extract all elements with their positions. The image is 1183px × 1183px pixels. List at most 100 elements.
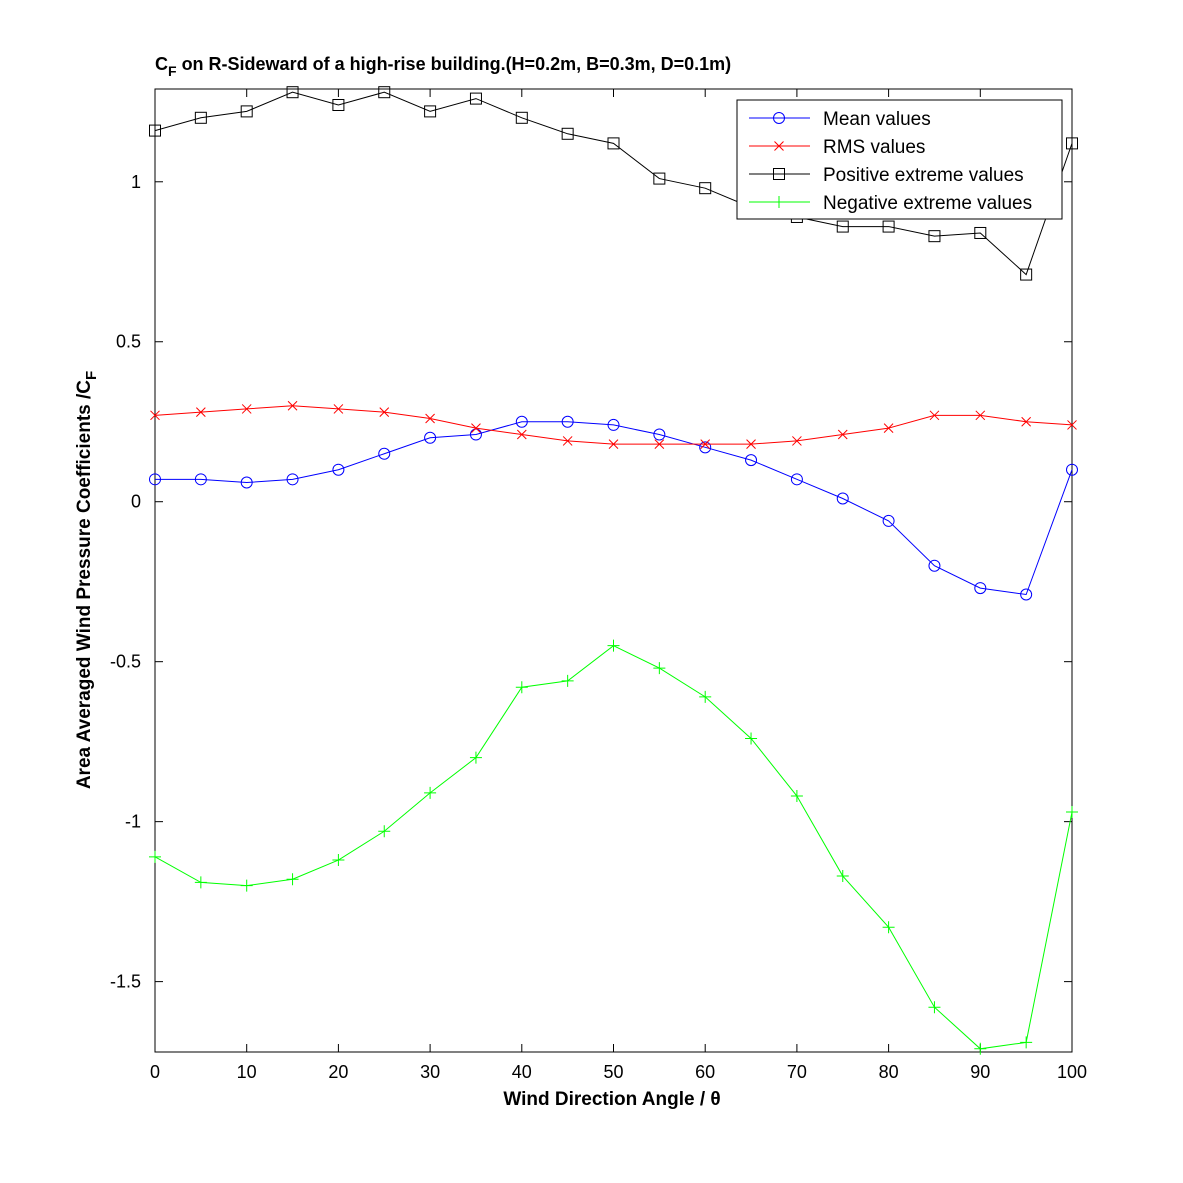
data-point [332,98,345,111]
data-point [1067,420,1077,430]
legend-marker [773,112,785,124]
legend-box [736,99,1063,220]
data-point [699,441,712,454]
data-point [974,1042,987,1055]
data-point [241,404,252,414]
legend-label: Positive extreme values [823,165,1024,186]
data-point [149,473,161,486]
data-point [194,111,207,124]
legend-item: Negative extreme values [749,193,1032,214]
legend-marker [773,168,785,180]
series-positive-extreme-values [149,86,1078,281]
data-point [378,447,391,460]
chart-title-subscript: F [168,63,177,79]
data-point [424,431,437,444]
y-tick-label: 0 [131,492,141,512]
x-tick-label: 90 [970,1062,990,1082]
data-point [746,439,756,449]
legend-item: Positive extreme values [749,165,1024,186]
chart-title-main: C [155,54,168,74]
data-point [240,879,253,892]
data-point [1020,1036,1033,1049]
x-tick-label: 60 [695,1062,715,1082]
data-point [471,423,481,433]
y-tick-label: 1 [131,172,141,192]
data-point [654,439,665,449]
data-point [929,410,940,421]
data-point [653,428,666,441]
data-point [379,407,390,417]
data-point [792,436,802,446]
data-point [928,1001,941,1014]
data-point [882,514,895,527]
data-point [240,476,253,489]
legend-item: Mean values [749,109,931,130]
data-point [240,105,253,118]
legend-label: RMS values [823,137,925,158]
plot-area: 0 10 20 30 40 50 60 70 80 90 100 -1.5 -1 -0.5 0 0.5 1 [110,88,1087,1082]
data-point [424,786,437,799]
series-layer [149,86,1078,1055]
data-point [699,182,712,195]
data-point [515,415,528,428]
data-point [332,463,345,476]
legend-label: Mean values [823,109,931,130]
data-point [194,876,207,889]
y-tick-label: -1 [125,812,141,832]
y-tick-label: 0.5 [116,332,141,352]
x-axis-label: Wind Direction Angle / θ [503,1089,720,1110]
data-point [1066,137,1078,150]
data-point [745,732,758,745]
data-point [653,662,666,675]
data-point [653,172,666,185]
axes-frame [154,88,1073,1053]
data-point [333,404,344,414]
x-tick-label: 10 [237,1062,257,1082]
x-tick-label: 70 [787,1062,807,1082]
x-tick-label: 80 [879,1062,899,1082]
x-tick-label: 100 [1057,1062,1087,1082]
series-negative-extreme-values [149,639,1078,1055]
data-point [515,681,528,694]
data-point [1066,463,1078,476]
data-point [149,124,161,137]
data-point [378,825,391,838]
x-tick-label: 30 [420,1062,440,1082]
legend-label: Negative extreme values [823,193,1032,214]
data-point [699,690,712,703]
data-point [882,220,895,233]
data-point [1021,416,1032,427]
x-tick-label: 0 [150,1062,160,1082]
data-point [425,413,435,424]
data-point [469,751,482,764]
data-point [562,436,573,446]
data-point [974,582,987,595]
x-tick-label: 40 [512,1062,532,1082]
data-point [882,921,895,934]
data-point [836,220,849,233]
x-tick-label: 50 [603,1062,623,1082]
data-point [1066,806,1078,819]
data-point [424,105,437,118]
data-point [790,473,803,486]
data-point [607,639,620,652]
data-point [607,137,620,150]
data-point [837,429,848,440]
data-point [928,559,941,572]
data-point [836,492,849,505]
data-point [883,423,894,433]
data-point [745,454,758,467]
data-point [790,790,803,803]
series-line [155,421,1073,596]
data-point [516,429,527,440]
data-point [561,127,574,140]
data-point [194,473,207,486]
data-point [836,870,849,883]
data-point [974,226,987,239]
data-point [286,873,299,886]
data-point [286,86,299,99]
data-point [149,850,161,863]
series-line [154,91,1073,276]
chart-title: CF on R-Sideward of a high-rise building… [155,54,731,79]
legend-item: RMS values [749,137,925,158]
